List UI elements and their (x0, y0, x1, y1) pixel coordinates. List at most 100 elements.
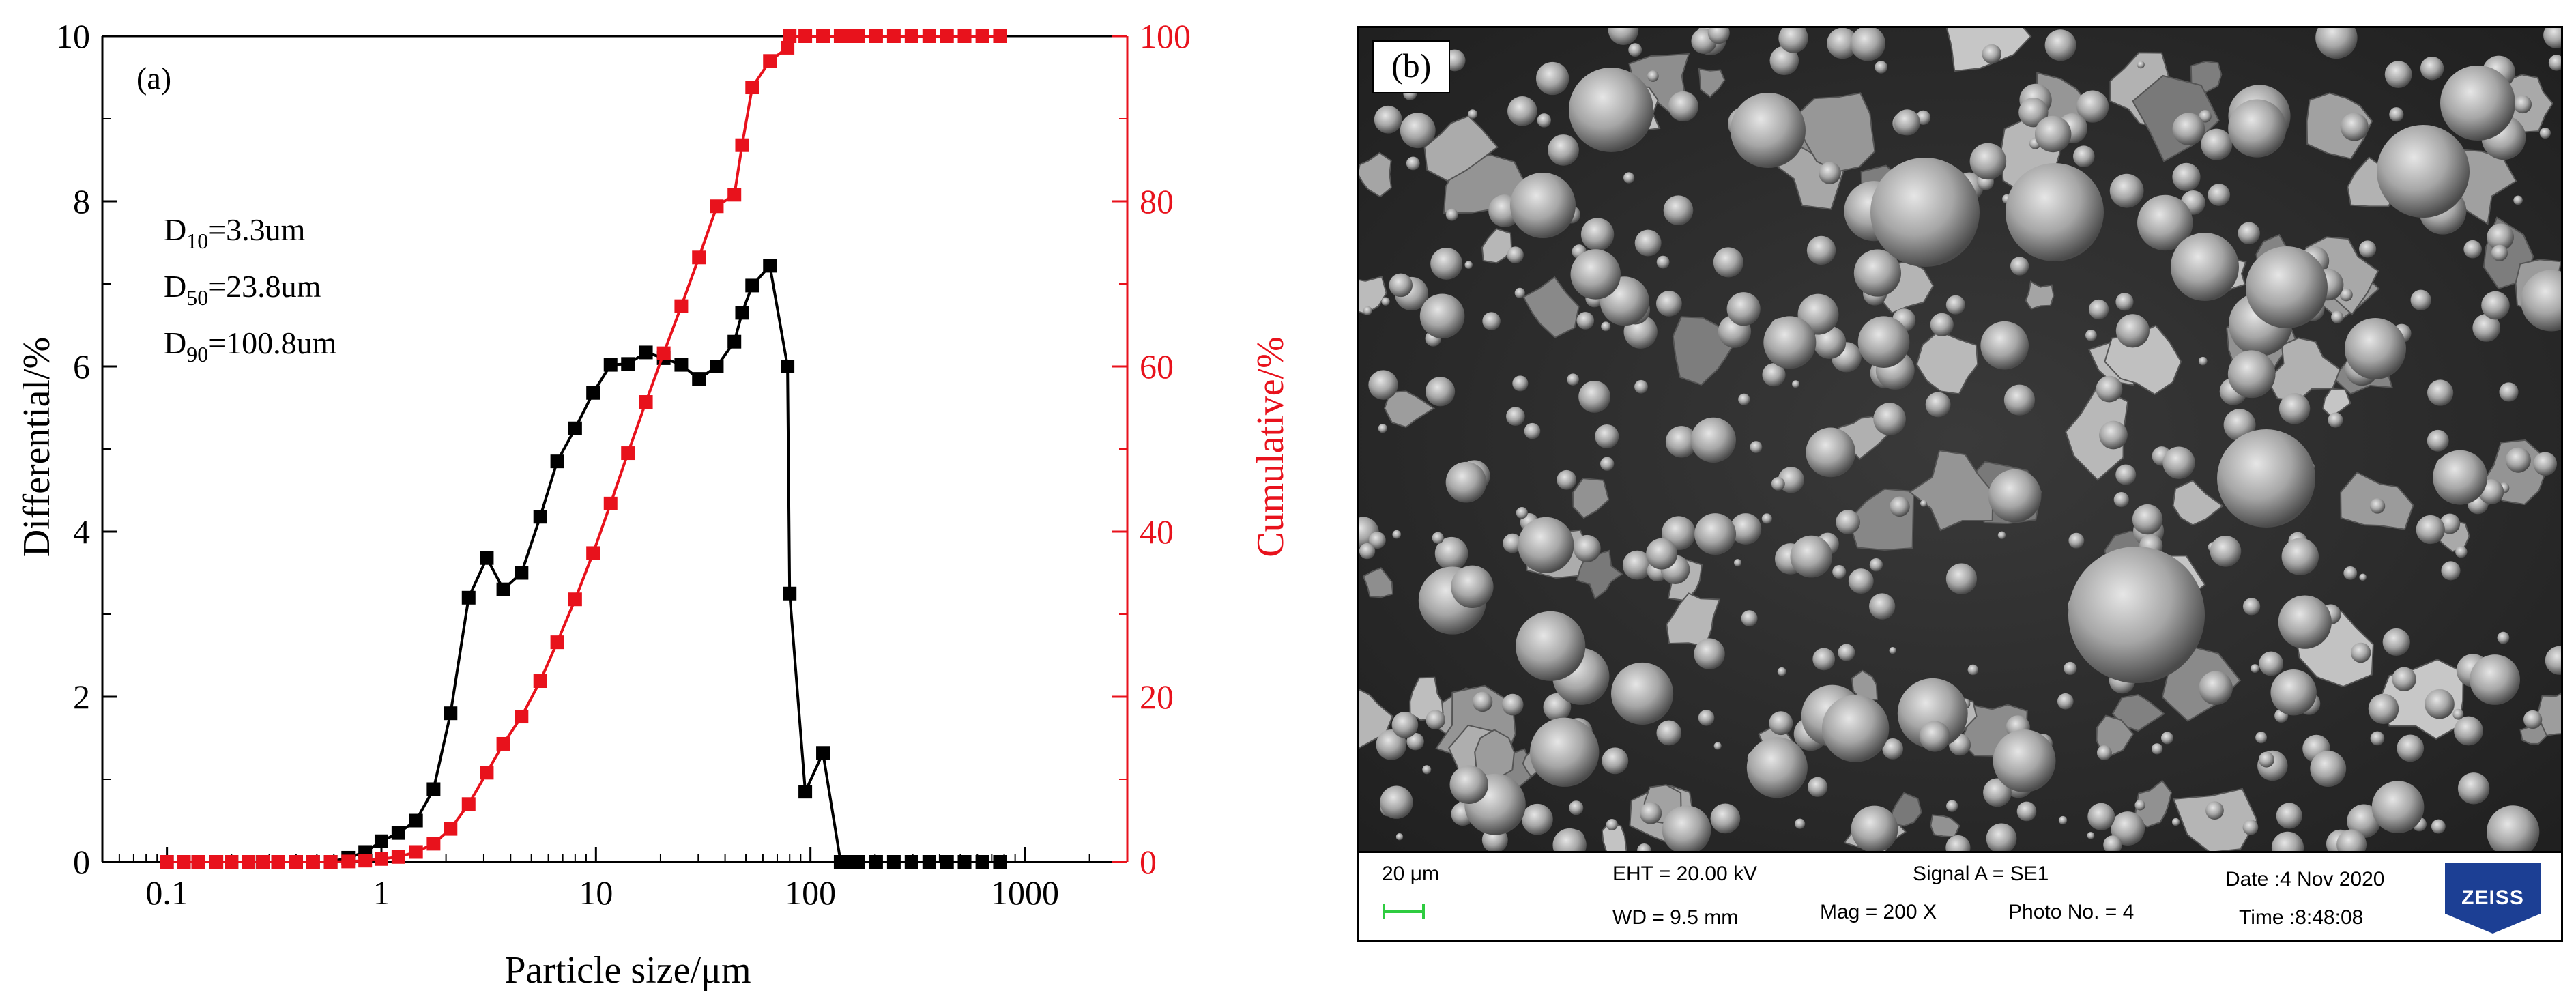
small-sphere (2343, 566, 2358, 580)
small-sphere (2368, 693, 2399, 725)
irregular-particle (2306, 92, 2373, 160)
cumulative-point (816, 29, 830, 43)
small-sphere (1889, 646, 1896, 654)
small-sphere (2010, 257, 2029, 276)
series-layer (160, 29, 1007, 869)
cumulative-point (833, 29, 848, 43)
cumulative-point (409, 845, 423, 859)
small-sphere (1920, 500, 1928, 507)
small-sphere (1623, 172, 1635, 184)
y-axis-title-left: Differential/% (16, 337, 58, 557)
cumulative-point (568, 592, 582, 607)
small-sphere (2172, 113, 2205, 145)
small-sphere (1406, 732, 1424, 751)
small-sphere (1647, 70, 1659, 82)
small-sphere (1808, 777, 1828, 797)
small-sphere (2199, 110, 2212, 123)
y-right-tick-label: 40 (1140, 512, 1174, 551)
d-value-annotation: D90=100.8um (164, 326, 337, 366)
differential-point (533, 510, 547, 524)
small-sphere (2472, 313, 2501, 342)
particles-layer (1359, 28, 2561, 851)
small-sphere (1668, 91, 1698, 122)
medium-sphere (1449, 765, 1488, 804)
small-sphere (2003, 384, 2036, 416)
cumulative-point (621, 446, 635, 461)
small-sphere (2533, 452, 2558, 476)
cumulative-point (515, 710, 529, 724)
small-sphere (2416, 515, 2445, 545)
small-sphere (1827, 28, 1858, 59)
medium-sphere (1988, 469, 2042, 523)
small-sphere (2115, 293, 2134, 311)
differential-point (586, 386, 600, 400)
y-left-tick-label: 10 (56, 17, 90, 55)
small-sphere (2096, 375, 2123, 403)
small-sphere (2392, 667, 2416, 691)
cumulative-point (692, 250, 706, 265)
small-sphere (1608, 28, 1639, 45)
small-sphere (2103, 835, 2122, 851)
large-sphere (2377, 125, 2470, 218)
cumulative-point (975, 29, 989, 43)
small-sphere (2481, 291, 2510, 320)
differential-point (515, 566, 529, 580)
small-sphere (1713, 742, 1722, 750)
small-sphere (1795, 818, 1806, 829)
medium-sphere (1530, 717, 1600, 787)
small-sphere (2328, 412, 2343, 428)
cumulative-point (922, 29, 936, 43)
cumulative-point (341, 854, 356, 869)
medium-sphere (1690, 417, 1736, 463)
small-sphere (2205, 801, 2224, 820)
scale-bar (1383, 904, 1425, 919)
small-sphere (1516, 506, 1528, 519)
differential-point (496, 582, 510, 596)
cumulative-point (852, 29, 866, 43)
small-sphere (1406, 156, 1420, 171)
small-sphere (2389, 107, 2404, 122)
small-sphere (1639, 802, 1662, 824)
photo-number: Photo No. = 4 (2008, 901, 2134, 923)
differential-point (727, 334, 742, 349)
small-sphere (1537, 113, 1552, 128)
differential-point (568, 421, 582, 435)
small-sphere (2397, 734, 2425, 762)
small-sphere (2085, 330, 2097, 341)
small-sphere (2350, 642, 2371, 663)
medium-sphere (1851, 805, 1898, 851)
time-value: Time :8:48:08 (2239, 906, 2364, 929)
x-axis-title: Particle size/μm (504, 949, 751, 992)
small-sphere (2064, 661, 2077, 676)
medium-sphere (1897, 678, 1968, 749)
irregular-particle (1423, 115, 1499, 182)
cumulative-point (586, 546, 600, 560)
irregular-particle (1915, 330, 1979, 395)
differential-point (735, 306, 749, 320)
cumulative-point (745, 81, 759, 95)
small-sphere (1482, 312, 1501, 330)
y-right-tick-label: 80 (1140, 182, 1174, 220)
irregular-particle (1474, 729, 1516, 781)
small-sphere (1806, 235, 1836, 265)
medium-sphere (1400, 113, 1436, 149)
y-right-tick-label: 20 (1140, 678, 1174, 716)
small-sphere (2198, 356, 2208, 366)
sem-micrograph (1359, 28, 2561, 851)
medium-sphere (2371, 781, 2425, 833)
small-sphere (2068, 532, 2085, 549)
medium-sphere (1806, 427, 1856, 478)
cumulative-point (869, 29, 883, 43)
small-sphere (1576, 312, 1595, 330)
large-sphere (2068, 547, 2205, 683)
medium-sphere (1919, 721, 1950, 752)
small-sphere (1374, 105, 1402, 134)
differential-point (461, 590, 476, 605)
small-sphere (1601, 321, 1611, 332)
small-sphere (2382, 628, 2410, 656)
irregular-particle (2266, 337, 2341, 402)
small-sphere (2134, 800, 2145, 811)
sem-info-bar: 20 μm EHT = 20.00 kV WD = 9.5 mm Signal … (1359, 851, 2561, 940)
medium-sphere (1694, 513, 1737, 555)
x-tick-label: 1000 (991, 873, 1059, 912)
